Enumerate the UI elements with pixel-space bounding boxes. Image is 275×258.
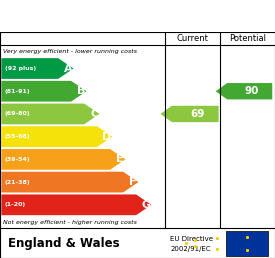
Text: (1-20): (1-20) bbox=[5, 202, 26, 207]
Text: (81-91): (81-91) bbox=[5, 89, 30, 94]
Text: Current: Current bbox=[177, 34, 208, 43]
Bar bbox=[226, 231, 268, 256]
Polygon shape bbox=[1, 172, 138, 192]
Text: C: C bbox=[90, 109, 98, 119]
Text: Potential: Potential bbox=[229, 34, 266, 43]
Text: F: F bbox=[129, 177, 137, 187]
Polygon shape bbox=[160, 106, 219, 122]
Text: G: G bbox=[141, 200, 150, 210]
Text: D: D bbox=[102, 132, 112, 142]
Text: Energy Efficiency Rating: Energy Efficiency Rating bbox=[6, 10, 189, 23]
Text: England & Wales: England & Wales bbox=[8, 237, 120, 250]
Text: B: B bbox=[77, 86, 85, 96]
Text: (92 plus): (92 plus) bbox=[5, 66, 36, 71]
Text: 90: 90 bbox=[245, 86, 259, 96]
Text: Very energy efficient - lower running costs: Very energy efficient - lower running co… bbox=[3, 49, 137, 54]
Text: EU Directive: EU Directive bbox=[170, 236, 213, 242]
Text: (21-38): (21-38) bbox=[5, 180, 30, 184]
Text: 2002/91/EC: 2002/91/EC bbox=[170, 246, 211, 252]
Text: 69: 69 bbox=[190, 109, 205, 119]
Text: (55-68): (55-68) bbox=[5, 134, 30, 139]
Text: A: A bbox=[64, 63, 72, 74]
Polygon shape bbox=[1, 126, 112, 147]
Polygon shape bbox=[1, 195, 151, 215]
Polygon shape bbox=[1, 103, 100, 124]
Text: E: E bbox=[116, 154, 124, 164]
Polygon shape bbox=[1, 149, 125, 170]
Polygon shape bbox=[1, 58, 73, 79]
Text: Not energy efficient - higher running costs: Not energy efficient - higher running co… bbox=[3, 220, 137, 225]
Text: (39-54): (39-54) bbox=[5, 157, 30, 162]
Text: (69-80): (69-80) bbox=[5, 111, 30, 116]
Polygon shape bbox=[1, 81, 86, 102]
Polygon shape bbox=[216, 83, 272, 99]
